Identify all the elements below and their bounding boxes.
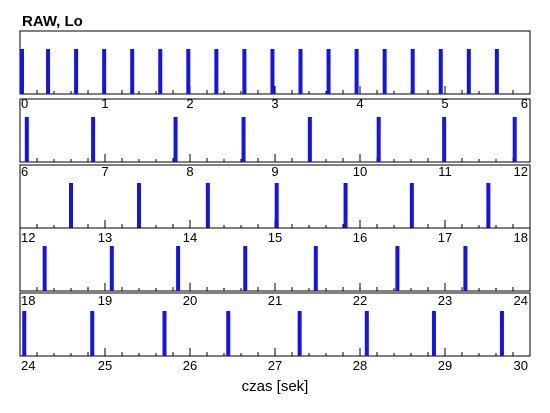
panel-4: 18 19 20 21 22 23 24 bbox=[19, 227, 531, 308]
tick-label: 17 bbox=[438, 230, 452, 245]
tick-label: 30 bbox=[514, 358, 528, 373]
pulse-bar bbox=[162, 311, 167, 356]
pulse-bar bbox=[486, 183, 491, 228]
pulse-bar bbox=[274, 183, 279, 228]
pulse-bar bbox=[42, 246, 47, 291]
tick-label: 25 bbox=[98, 358, 112, 373]
pulse-bar bbox=[137, 183, 141, 228]
tick-label: 28 bbox=[353, 358, 367, 373]
pulse-bar bbox=[364, 311, 369, 356]
pulse-bar bbox=[74, 49, 79, 94]
tick-label: 18 bbox=[21, 293, 35, 308]
tick-label: 9 bbox=[271, 164, 278, 179]
tick-label: 27 bbox=[268, 358, 282, 373]
pulse-bar bbox=[69, 183, 73, 228]
pulse-bar bbox=[307, 117, 312, 162]
tick-label: 21 bbox=[268, 293, 282, 308]
tick-label: 0 bbox=[21, 96, 28, 111]
pulse-bar bbox=[90, 311, 95, 356]
chart-title: RAW, Lo bbox=[22, 13, 83, 30]
pulse-bar bbox=[431, 311, 436, 356]
panel-5: 24 25 26 27 28 29 30 bbox=[19, 292, 531, 373]
pulse-bar bbox=[438, 49, 443, 94]
pulse-bar bbox=[297, 311, 302, 356]
pulse-bar bbox=[102, 49, 107, 94]
tick-label: 14 bbox=[183, 230, 197, 245]
tick-label: 19 bbox=[98, 293, 112, 308]
tick-label: 24 bbox=[21, 358, 35, 373]
pulse-bar bbox=[22, 311, 27, 356]
tick-label: 22 bbox=[353, 293, 367, 308]
tick-label: 12 bbox=[21, 230, 35, 245]
x-axis-label: czas [sek] bbox=[242, 378, 309, 395]
pulse-bar bbox=[24, 117, 29, 162]
pulse-bar bbox=[409, 183, 414, 228]
pulse-bar bbox=[241, 117, 246, 162]
panel-3: 12 13 14 15 16 17 18 bbox=[19, 164, 531, 245]
tick-label: 29 bbox=[438, 358, 452, 373]
tick-label: 1 bbox=[101, 96, 108, 111]
pulse-bar bbox=[226, 311, 231, 356]
pulse-bar bbox=[46, 49, 51, 94]
pulse-bar bbox=[463, 246, 468, 291]
tick-label: 20 bbox=[183, 293, 197, 308]
pulse-bar bbox=[91, 117, 96, 162]
pulse-bar bbox=[176, 246, 181, 291]
panel-2: 6 7 8 9 10 11 12 bbox=[19, 98, 531, 179]
pulse-bar bbox=[243, 246, 248, 291]
pulse-bar bbox=[186, 49, 191, 94]
pulse-bar bbox=[214, 49, 219, 94]
pulse-bar bbox=[173, 117, 178, 162]
tick-label: 10 bbox=[353, 164, 367, 179]
tick-label: 15 bbox=[268, 230, 282, 245]
tick-label: 26 bbox=[183, 358, 197, 373]
pulse-bar bbox=[512, 117, 517, 162]
pulse-bar bbox=[20, 49, 24, 94]
tick-label: 16 bbox=[353, 230, 367, 245]
tick-label: 13 bbox=[98, 230, 112, 245]
panel-1: 0 1 2 3 4 5 6 bbox=[19, 30, 531, 111]
pulse-bar bbox=[298, 49, 303, 94]
pulse-bar bbox=[205, 183, 210, 228]
pulse-bar bbox=[326, 49, 331, 94]
tick-label: 7 bbox=[101, 164, 108, 179]
pulse-bar bbox=[354, 49, 359, 94]
tick-label: 23 bbox=[438, 293, 452, 308]
pulse-bar bbox=[382, 49, 387, 94]
pulse-bar bbox=[376, 117, 381, 162]
pulse-bar bbox=[395, 246, 400, 291]
tick-label: 6 bbox=[521, 96, 528, 111]
tick-label: 11 bbox=[438, 164, 452, 179]
pulse-bar bbox=[499, 311, 504, 356]
pulse-bar bbox=[494, 49, 499, 94]
pulse-bar bbox=[442, 117, 447, 162]
pulse-bar bbox=[242, 49, 247, 94]
pulse-bar bbox=[270, 49, 275, 94]
tick-label: 3 bbox=[271, 96, 278, 111]
tick-label: 18 bbox=[514, 230, 528, 245]
tick-label: 5 bbox=[441, 96, 448, 111]
tick-label: 2 bbox=[186, 96, 193, 111]
pulse-bar bbox=[343, 183, 348, 228]
pulse-bar bbox=[130, 49, 135, 94]
tick-label: 4 bbox=[356, 96, 363, 111]
tick-label: 6 bbox=[21, 164, 28, 179]
panel-frame bbox=[19, 30, 531, 95]
pulse-bar bbox=[410, 49, 415, 94]
pulse-bar bbox=[466, 49, 471, 94]
tick-label: 24 bbox=[514, 293, 528, 308]
pulse-bar bbox=[109, 246, 114, 291]
tick-label: 8 bbox=[186, 164, 193, 179]
pulse-bar bbox=[158, 49, 163, 94]
pulse-bar bbox=[313, 246, 318, 291]
tick-label: 12 bbox=[514, 164, 528, 179]
